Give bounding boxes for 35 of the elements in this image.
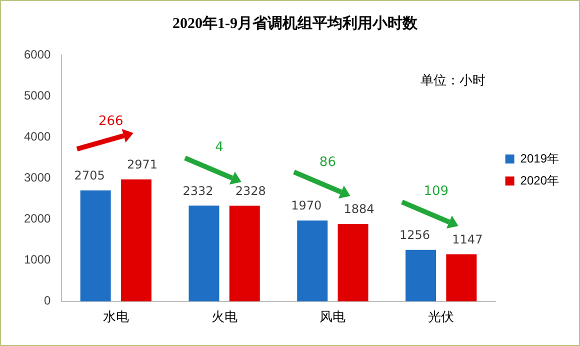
data-label: 1884 (344, 202, 374, 216)
x-tick-label: 光伏 (428, 308, 454, 324)
annotation: 266 (98, 114, 124, 129)
data-label: 1256 (400, 228, 430, 242)
y-tick-label: 3000 (24, 170, 52, 185)
bar (229, 206, 260, 302)
y-tick-label: 2000 (24, 212, 52, 226)
bar (338, 224, 368, 302)
legend-label: 2019年 (520, 151, 560, 166)
y-tick-label: 4000 (24, 129, 52, 144)
annotation: 109 (424, 184, 449, 200)
annotation: 86 (319, 154, 336, 170)
y-tick-label: 1000 (24, 252, 52, 267)
bar (446, 254, 477, 302)
x-tick-label: 风电 (320, 308, 346, 324)
data-label: 2328 (235, 184, 266, 198)
legend-label: 2020年 (520, 173, 560, 188)
y-tick-label: 6000 (24, 47, 52, 62)
y-tick-label: 5000 (24, 88, 52, 102)
annotation: 单位：小时 (420, 73, 486, 88)
data-label: 2332 (182, 184, 214, 198)
y-tick-label: 0 (44, 294, 52, 308)
data-label: 2971 (126, 158, 158, 172)
bar (188, 206, 220, 302)
data-label: 2705 (74, 168, 105, 182)
bar (406, 250, 436, 302)
chart-title: 2020年1-9月省调机组平均利用小时数 (172, 14, 418, 32)
x-tick-label: 火电 (211, 308, 238, 324)
data-label: 1970 (291, 198, 322, 213)
bar (80, 190, 111, 302)
bar (120, 179, 152, 302)
annotation: 4 (215, 140, 224, 156)
data-label: 1147 (452, 232, 483, 246)
x-tick-label: 水电 (102, 308, 129, 324)
bar (297, 220, 328, 302)
